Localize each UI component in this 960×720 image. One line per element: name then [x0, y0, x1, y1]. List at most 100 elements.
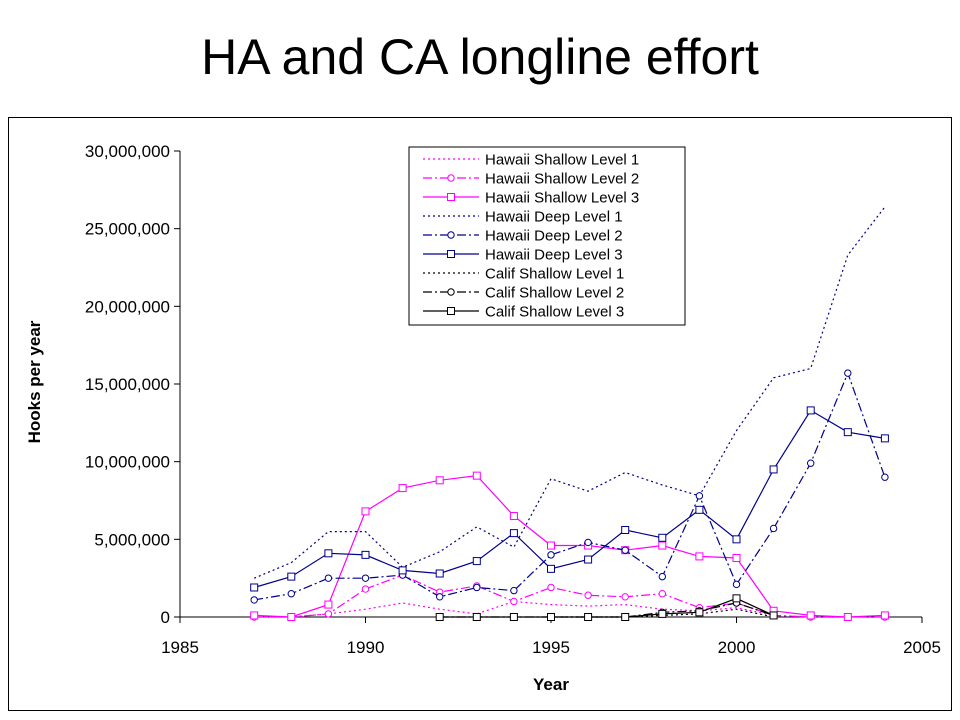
- square-marker: [361, 550, 370, 559]
- x-tick-label: 2005: [903, 638, 941, 657]
- square-marker: [324, 600, 333, 609]
- square-marker: [621, 613, 630, 621]
- square-marker: [695, 552, 704, 561]
- legend-entry: Hawaii Deep Level 2: [423, 228, 623, 245]
- square-marker: [398, 484, 407, 493]
- circle-marker: [732, 580, 741, 589]
- square-marker: [361, 507, 370, 516]
- circle-marker: [881, 473, 889, 481]
- circle-marker: [436, 593, 444, 601]
- series-line: [254, 600, 885, 618]
- x-tick-label: 1995: [532, 638, 570, 657]
- legend-label: Calif Shallow Level 1: [485, 266, 624, 283]
- legend: Hawaii Shallow Level 1 Hawaii Shallow Lev…: [408, 146, 686, 326]
- square-marker: [806, 406, 815, 415]
- circle-marker: [361, 585, 370, 593]
- square-marker: [769, 611, 778, 620]
- x-tick-label: 1990: [347, 638, 385, 657]
- circle-marker: [324, 610, 333, 618]
- legend-label: Calif Shallow Level 2: [485, 285, 624, 302]
- square-marker: [843, 428, 852, 437]
- square-marker: [435, 613, 444, 621]
- series-5: [250, 369, 889, 604]
- legend-entry: Hawaii Deep Level 1: [423, 209, 623, 226]
- circle-marker: [844, 369, 852, 377]
- square-marker: [547, 541, 555, 550]
- circle-marker: [547, 551, 555, 559]
- series-lines: [250, 206, 889, 621]
- series-line: [254, 474, 885, 618]
- legend-entry: Calif Shallow Level 3: [423, 304, 624, 321]
- series-line: [439, 597, 774, 618]
- square-marker: [250, 611, 259, 620]
- y-tick-label: 10,000,000: [85, 453, 170, 472]
- legend-label: Calif Shallow Level 3: [485, 304, 624, 321]
- square-marker: [472, 613, 481, 621]
- circle-marker: [769, 524, 778, 533]
- circle-marker: [473, 583, 481, 592]
- series-line: [254, 409, 885, 589]
- square-marker: [584, 555, 593, 564]
- y-tick-label: 5,000,000: [94, 530, 170, 549]
- square-marker: [843, 613, 852, 621]
- square-marker: [806, 611, 815, 620]
- y-tick-label: 0: [161, 608, 170, 627]
- square-marker: [695, 608, 704, 617]
- x-tick-label: 1985: [161, 638, 199, 657]
- square-marker: [658, 533, 667, 542]
- circle-marker: [447, 288, 455, 296]
- square-marker: [621, 526, 630, 535]
- square-marker: [880, 434, 889, 443]
- square-marker: [509, 613, 518, 621]
- circle-marker: [447, 174, 455, 182]
- circle-marker: [695, 492, 704, 500]
- y-tick-label: 25,000,000: [85, 220, 170, 239]
- circle-marker: [361, 574, 370, 582]
- circle-marker: [447, 231, 455, 239]
- circle-marker: [807, 459, 815, 467]
- y-tick-label: 30,000,000: [85, 142, 170, 161]
- legend-entry: Calif Shallow Level 1: [423, 266, 624, 283]
- square-marker: [658, 541, 667, 550]
- legend-box: [408, 146, 686, 326]
- circle-marker: [584, 591, 592, 599]
- circle-marker: [621, 546, 629, 554]
- square-marker: [732, 594, 741, 603]
- circle-marker: [287, 590, 295, 598]
- legend-label: Hawaii Deep Level 3: [485, 247, 623, 264]
- square-marker: [547, 613, 555, 621]
- circle-marker: [510, 586, 518, 595]
- circle-marker: [250, 596, 258, 604]
- square-marker: [695, 505, 704, 514]
- legend-entry: Calif Shallow Level 2: [423, 285, 624, 302]
- series-6: [250, 406, 889, 592]
- legend-entry: Hawaii Shallow Level 1: [423, 152, 639, 169]
- legend-label: Hawaii Shallow Level 3: [485, 190, 639, 207]
- square-marker: [509, 512, 518, 521]
- legend-entry: Hawaii Deep Level 3: [423, 247, 623, 264]
- series-1: [254, 600, 885, 618]
- x-tick-label: 2000: [718, 638, 756, 657]
- series-4: [253, 206, 886, 579]
- series-line: [253, 206, 886, 579]
- legend-entry: Hawaii Shallow Level 3: [423, 190, 639, 207]
- series-line: [254, 371, 886, 601]
- y-tick-label: 15,000,000: [85, 375, 170, 394]
- legend-label: Hawaii Shallow Level 2: [485, 171, 639, 188]
- square-marker: [287, 572, 296, 581]
- square-marker: [250, 583, 259, 592]
- legend-label: Hawaii Deep Level 1: [485, 209, 623, 226]
- square-marker: [447, 307, 455, 315]
- circle-marker: [547, 583, 555, 592]
- circle-marker: [324, 574, 333, 582]
- circle-marker: [658, 590, 666, 598]
- x-axis-label: Year: [533, 675, 569, 694]
- square-marker: [509, 529, 518, 538]
- square-marker: [472, 557, 481, 566]
- square-marker: [398, 566, 407, 575]
- circle-marker: [621, 593, 629, 601]
- square-marker: [769, 465, 778, 474]
- square-marker: [732, 535, 741, 544]
- square-marker: [732, 553, 741, 562]
- legend-entry: Hawaii Shallow Level 2: [423, 171, 639, 188]
